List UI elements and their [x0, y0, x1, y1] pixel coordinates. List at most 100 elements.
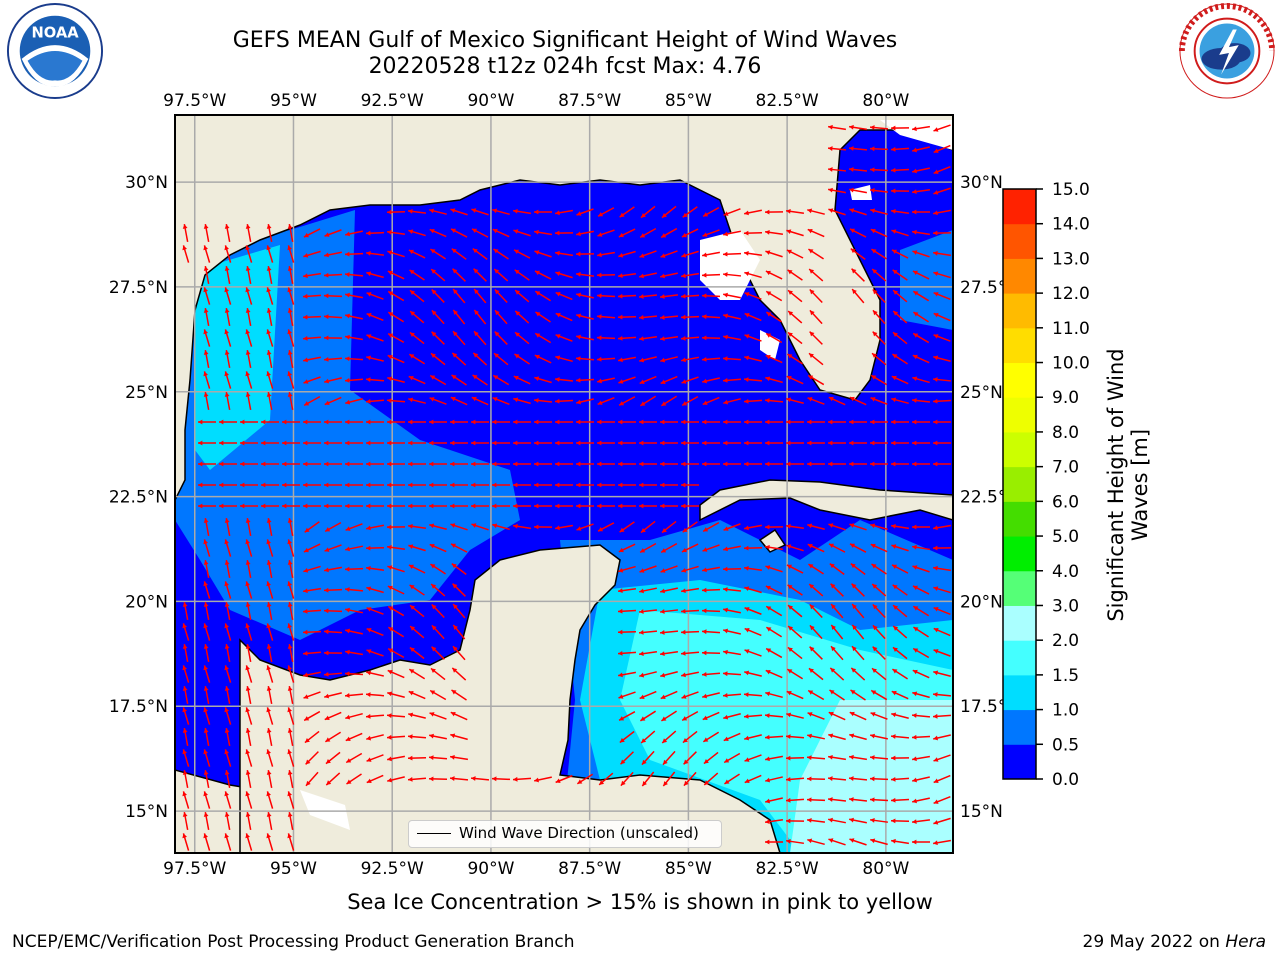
arrow-head	[514, 269, 520, 275]
arrow-head	[828, 733, 834, 739]
arrow-head	[324, 608, 329, 614]
arrow-head	[453, 604, 458, 610]
arrow-head	[534, 354, 540, 360]
arrow-head	[660, 568, 666, 573]
arrow-head	[744, 398, 749, 404]
arrow-head	[682, 401, 688, 406]
arrow-head	[807, 755, 812, 760]
arrow-head	[619, 716, 625, 721]
lon-tick-label: 85°W	[665, 859, 712, 879]
arrow-head	[618, 567, 624, 573]
arrow-head	[345, 587, 350, 592]
arrow-head	[681, 503, 686, 509]
colorbar-tick-label: 2.0	[1052, 631, 1079, 651]
arrow-head	[933, 649, 939, 654]
arrow-head	[240, 482, 245, 488]
arrow-head	[534, 270, 540, 276]
arrow-head	[224, 602, 230, 607]
arrow-head	[366, 545, 371, 551]
arrow-head	[870, 838, 876, 844]
arrow-head	[245, 371, 250, 377]
arrow-head	[639, 568, 645, 573]
arrow-head	[366, 482, 371, 488]
arrow-head	[303, 629, 308, 635]
arrow-head	[245, 770, 251, 775]
arrow-head	[366, 440, 371, 446]
arrow-head	[224, 266, 230, 271]
arrow-head	[702, 693, 708, 699]
arrow-head	[765, 419, 770, 425]
arrow-head	[891, 544, 897, 549]
arrow-head	[471, 396, 477, 402]
arrow-head	[410, 311, 416, 316]
colorbar-frame	[1002, 188, 1037, 780]
arrow-head	[807, 712, 813, 717]
arrow-head	[203, 560, 209, 565]
arrow-head	[681, 440, 686, 446]
arrow-head	[303, 440, 308, 446]
arrow-head	[912, 777, 918, 783]
arrow-head	[597, 461, 602, 467]
arrow-head	[828, 440, 833, 446]
arrow-head	[387, 209, 392, 215]
gridlines	[175, 115, 953, 853]
arrow-head	[513, 229, 519, 234]
arrow-head	[366, 419, 371, 425]
arrow-head	[345, 671, 350, 677]
colorbar-tick-label: 8.0	[1052, 423, 1079, 443]
arrow-head	[555, 398, 560, 404]
colorbar-segment	[1003, 674, 1036, 711]
arrow-head	[765, 756, 770, 762]
arrow-head	[660, 419, 665, 425]
arrow-head	[913, 648, 919, 653]
arrow-head	[224, 308, 230, 313]
arrow-head	[346, 779, 352, 784]
arrow-head	[203, 350, 209, 355]
arrow-head	[933, 292, 939, 297]
arrow-head	[870, 461, 875, 467]
arrow-head	[891, 125, 896, 131]
arrow-head	[872, 668, 877, 673]
arrow-head	[620, 780, 626, 786]
arrow-head	[765, 250, 771, 255]
arrow-head	[766, 648, 772, 653]
arrow-head	[182, 791, 187, 797]
arrow-head	[682, 737, 688, 743]
arrow-head	[245, 581, 250, 587]
arrow-head	[870, 188, 875, 193]
arrow-head	[807, 461, 812, 467]
arrow-head	[831, 604, 836, 610]
arrow-head	[620, 759, 626, 765]
arrow-head	[555, 778, 561, 783]
arrow-head	[765, 398, 770, 403]
arrow-head	[933, 334, 939, 339]
arrow-head	[744, 334, 750, 339]
arrow-head	[324, 252, 329, 258]
colorbar-tick-label: 1.0	[1052, 701, 1079, 721]
lat-tick-label: 30°N	[125, 173, 168, 193]
arrow-head	[933, 210, 938, 216]
arrow-head	[324, 715, 330, 721]
arrow-head	[471, 523, 477, 528]
arrow-head	[872, 353, 877, 358]
arrow-head	[809, 625, 815, 631]
arrow-head	[535, 291, 541, 296]
arrow-head	[555, 210, 560, 216]
arrow-head	[266, 245, 271, 251]
colorbar-segment	[1003, 189, 1036, 225]
arrow-head	[933, 230, 938, 236]
arrow-head	[224, 518, 230, 523]
arrow-head	[431, 310, 437, 316]
arrow-head	[266, 728, 272, 733]
arrow-head	[245, 245, 250, 251]
arrow-head	[933, 127, 939, 132]
arrow-head	[408, 690, 414, 696]
arrow-head	[639, 651, 644, 657]
arrow-head	[723, 607, 728, 613]
arrow-head	[576, 377, 581, 383]
arrow-head	[203, 812, 209, 817]
arrow-head	[807, 776, 812, 782]
arrow-head	[702, 461, 707, 467]
arrow-head	[513, 523, 518, 529]
arrow-head	[409, 647, 415, 653]
